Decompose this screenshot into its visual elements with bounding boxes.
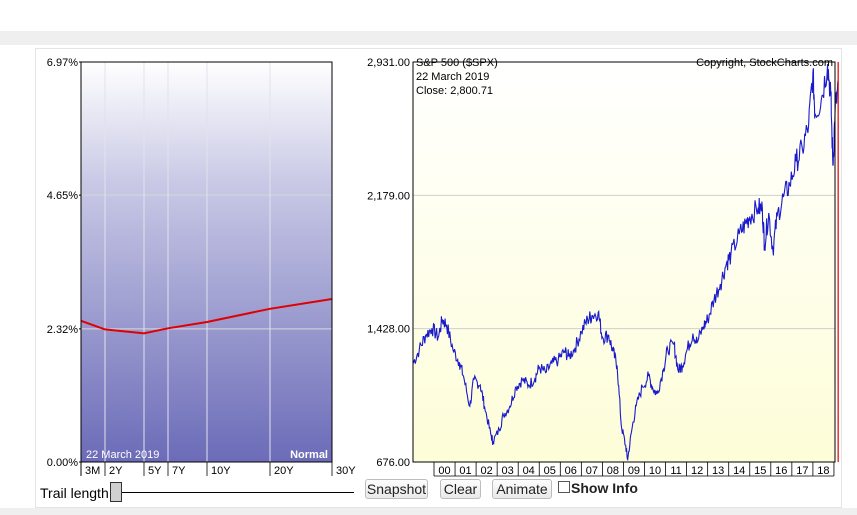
spx-xtick-label: 13	[712, 465, 724, 477]
yield-curve-chart: 6.97% 4.65% 2.32% 0.00% 3M 2Y 5Y 7Y 10Y 20Y 30Y 2…	[47, 57, 356, 477]
spx-xtick-label: 11	[670, 465, 681, 477]
spx-xtick-label: 03	[502, 465, 514, 477]
spx-title: S&P 500 ($SPX)	[416, 57, 498, 69]
yield-date-label: 22 March 2019	[86, 449, 159, 461]
spx-plot-area	[413, 62, 835, 462]
spx-plot-border	[412, 61, 836, 463]
spx-chart: 2,931.00 2,179.00 1,428.00 676.00 00 01 02 03 0…	[367, 57, 839, 477]
spx-xtick-label: 04	[523, 465, 535, 477]
spx-xtick-label: 07	[586, 465, 598, 477]
spx-xtick-label: 12	[691, 465, 703, 477]
animate-button[interactable]: Animate	[492, 479, 552, 499]
yield-curve-line	[80, 298, 333, 335]
trail-length-slider-thumb[interactable]	[110, 482, 122, 502]
spx-info-close: Close: 2,800.71	[416, 85, 493, 97]
spx-xtick-label: 05	[544, 465, 556, 477]
spx-xtick-label: 15	[754, 465, 766, 477]
spx-xtick-label: 06	[565, 465, 577, 477]
yield-xtick-label: 30Y	[336, 465, 356, 477]
yield-xtick-label: 2Y	[109, 465, 123, 477]
show-info-checkbox[interactable]	[558, 481, 570, 493]
copyright-label: Copyright, StockCharts.com	[696, 57, 833, 69]
clear-button[interactable]: Clear	[440, 479, 481, 499]
trail-length-label: Trail length:	[40, 485, 113, 501]
spx-ytick-label: 676.00	[376, 457, 410, 469]
yield-xtick-label: 10Y	[211, 465, 231, 477]
show-info-label: Show Info	[571, 480, 638, 496]
yield-xtick-label: 20Y	[274, 465, 294, 477]
yield-plot-border	[80, 61, 333, 463]
spx-price-line	[412, 63, 839, 462]
yield-ytick-label: 4.65%	[47, 190, 78, 202]
spx-xtick-label: 16	[775, 465, 787, 477]
yield-ytick-label: 2.32%	[47, 324, 78, 336]
yield-xtick-label: 7Y	[172, 465, 186, 477]
spx-xtick-label: 18	[817, 465, 829, 477]
snapshot-button[interactable]: Snapshot	[365, 479, 428, 499]
trail-length-track[interactable]	[117, 492, 354, 493]
spx-ytick-label: 1,428.00	[367, 324, 410, 336]
spx-xtick-label: 01	[459, 465, 471, 477]
spx-xtick-label: 02	[480, 465, 492, 477]
bottom-band	[0, 508, 857, 515]
yield-mode-label: Normal	[290, 449, 328, 461]
yield-xtick-label: 3M	[85, 465, 100, 477]
spx-xtick-label: 14	[733, 465, 745, 477]
spx-xtick-label: 00	[438, 465, 450, 477]
top-band	[0, 31, 857, 45]
spx-info-date: 22 March 2019	[416, 71, 489, 83]
spx-xtick-label: 09	[628, 465, 640, 477]
yield-ytick-label: 6.97%	[47, 57, 78, 69]
spx-ytick-label: 2,179.00	[367, 190, 410, 202]
spx-xtick-label: 08	[607, 465, 619, 477]
spx-xtick-label: 10	[649, 465, 661, 477]
spx-xtick-label: 17	[796, 465, 808, 477]
yield-xtick-label: 5Y	[148, 465, 162, 477]
spx-ytick-label: 2,931.00	[367, 57, 410, 69]
yield-ytick-label: 0.00%	[47, 457, 78, 469]
